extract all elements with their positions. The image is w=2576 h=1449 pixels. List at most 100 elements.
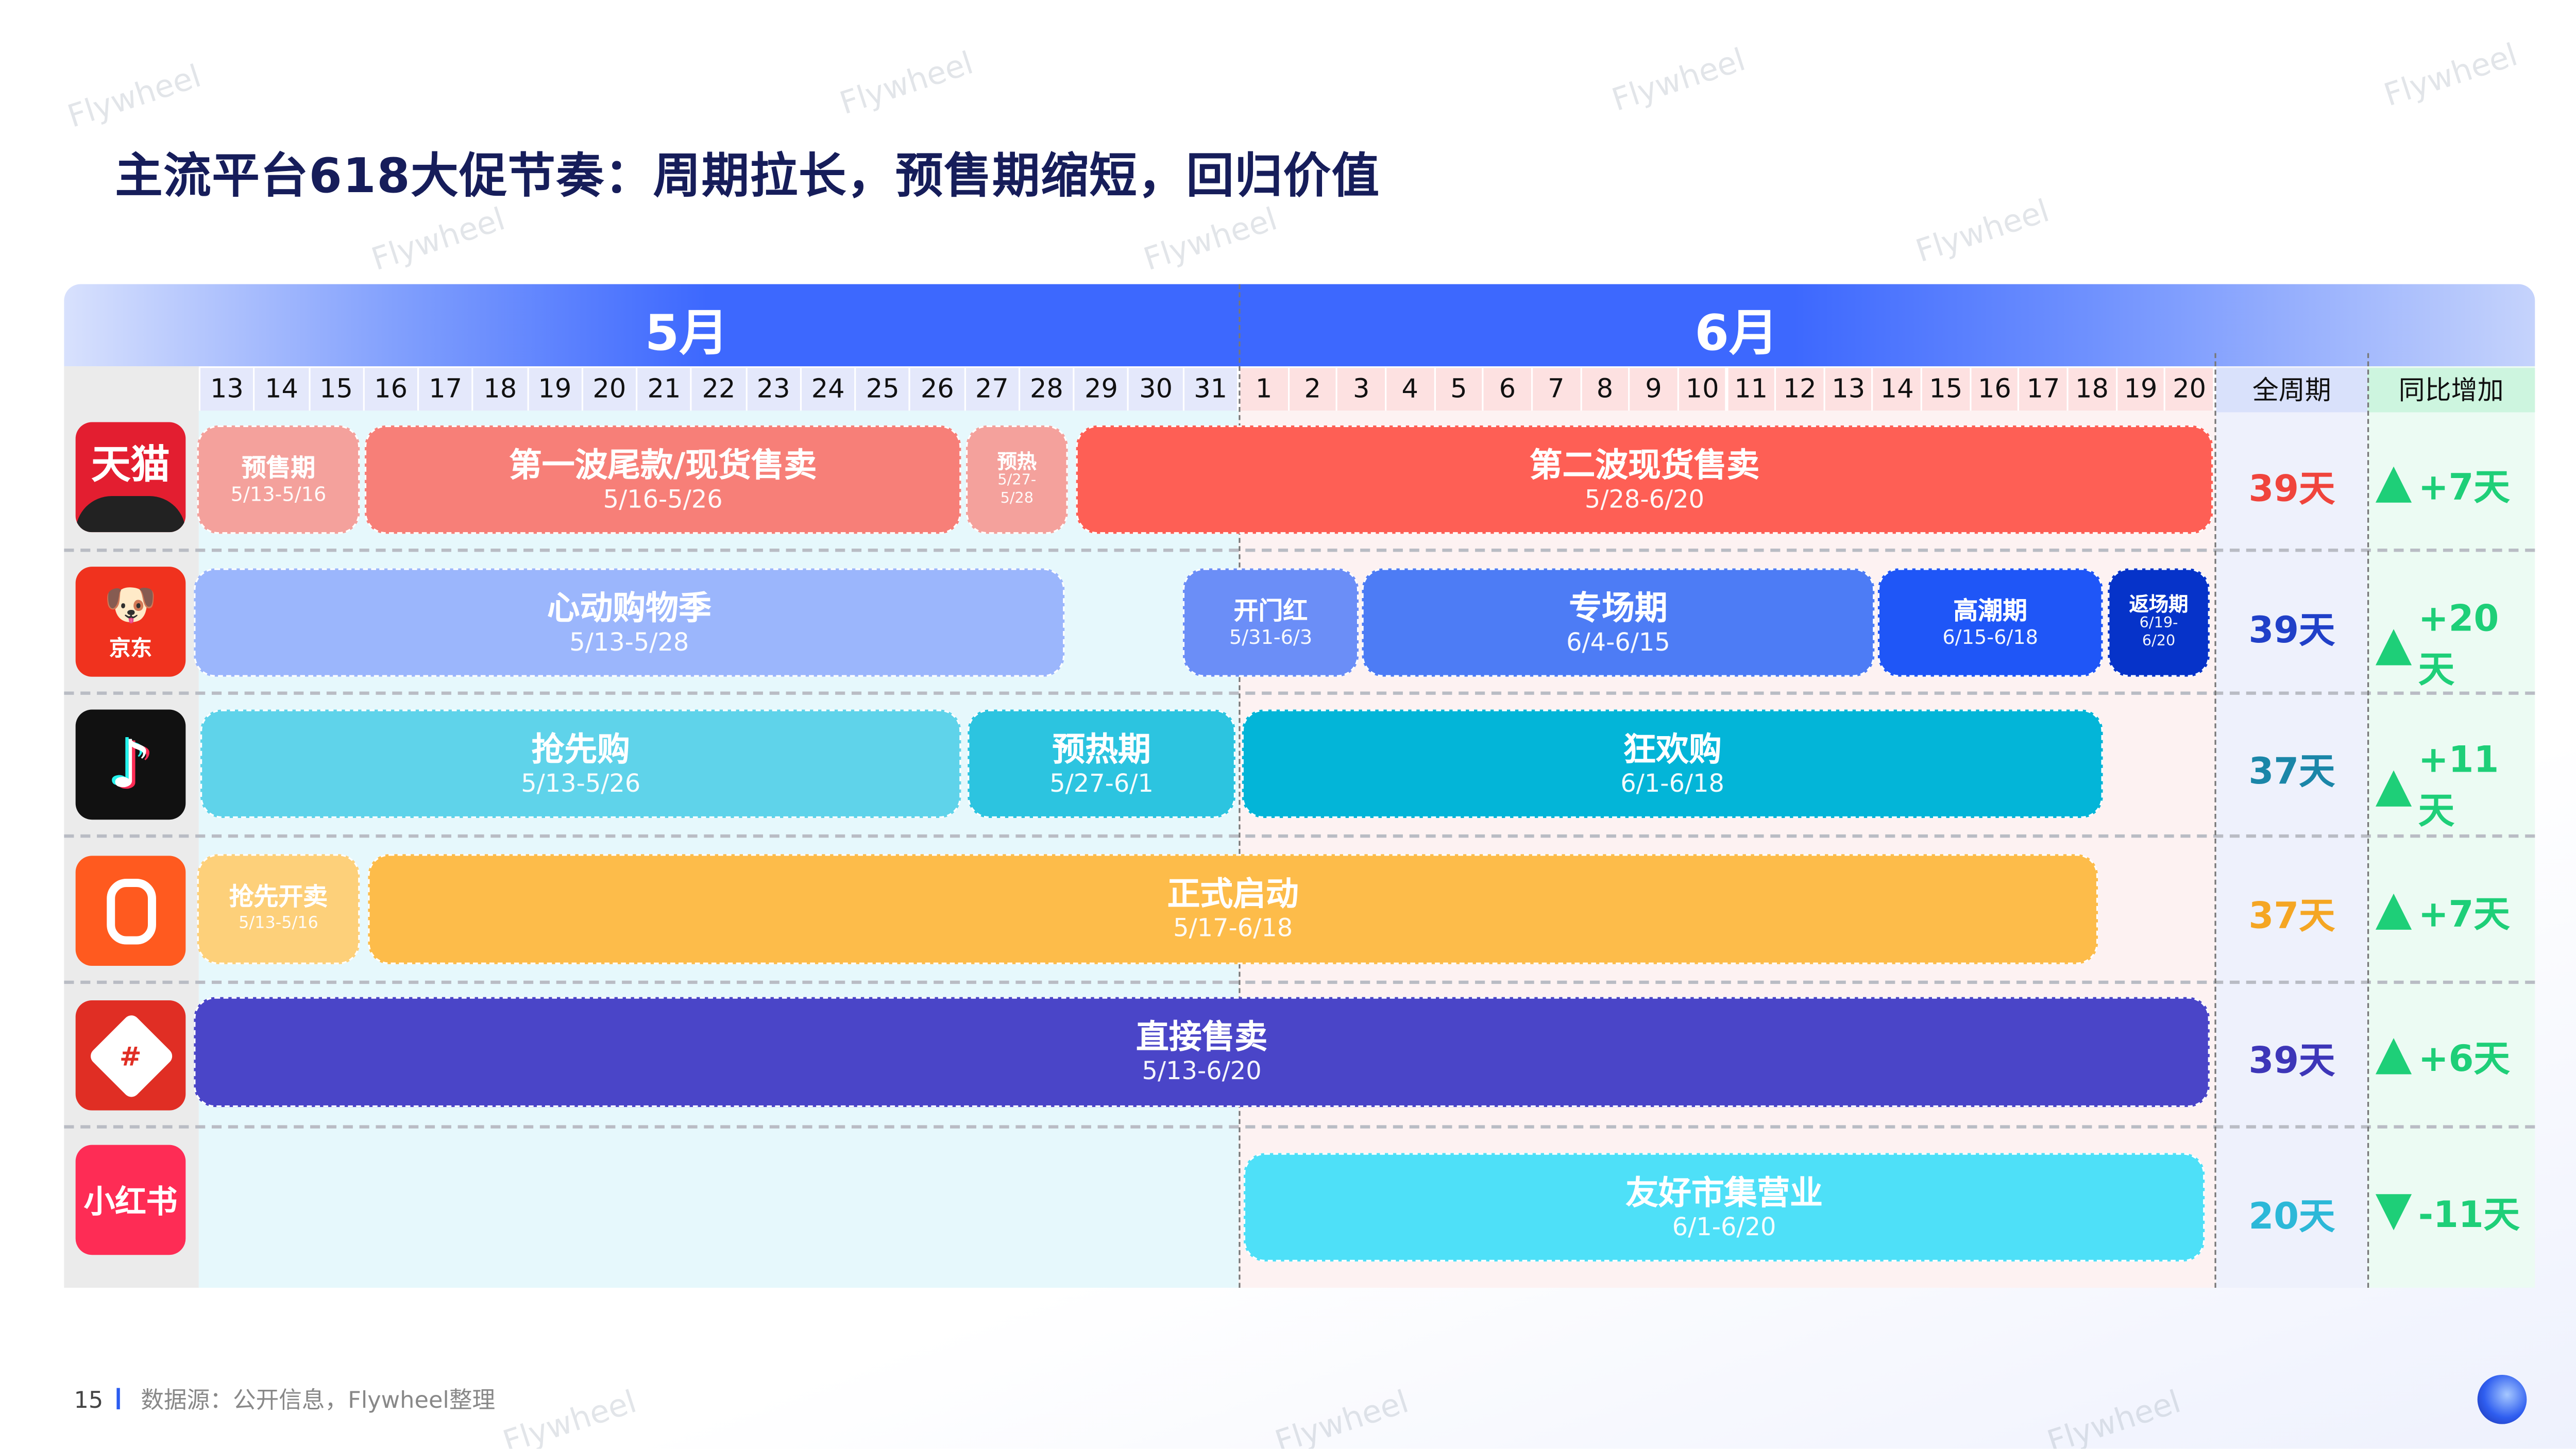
phase-bar: 第一波尾款/现货售卖 5/16-5/26 <box>364 425 961 534</box>
yoy-change: +20天 <box>2375 599 2533 693</box>
footer-divider <box>117 1388 121 1409</box>
phase-bar: 预热 5/27-5/28 <box>966 425 1068 534</box>
footer: 15 数据源：公开信息，Flywheel整理 <box>74 1383 495 1416</box>
day-cell-may: 22 <box>692 368 747 411</box>
jd-logo-text: 京东 <box>109 637 152 662</box>
yoy-change: -11天 <box>2375 1186 2533 1238</box>
yoy-value: +7天 <box>2418 895 2510 936</box>
phase-bar: 预售期 5/13-5/16 <box>197 425 360 534</box>
yoy-column-header: 同比增加 <box>2367 368 2535 413</box>
day-cell-june: 20 <box>2165 368 2215 411</box>
day-cell-may: 20 <box>583 368 638 411</box>
phase-name: 友好市集营业 <box>1625 1172 1823 1212</box>
day-cell-june: 15 <box>1922 368 1971 411</box>
day-cell-june: 2 <box>1289 368 1338 411</box>
phase-name: 高潮期 <box>1953 595 2027 625</box>
day-cell-may: 27 <box>965 368 1020 411</box>
phase-bar: 第二波现货售卖 5/28-6/20 <box>1076 425 2213 534</box>
tmall-logo: 天猫 <box>75 422 186 533</box>
phase-dates: 5/27-5/28 <box>997 473 1037 508</box>
phase-bar: 心动购物季 5/13-5/28 <box>194 568 1065 677</box>
phase-name: 狂欢购 <box>1623 728 1722 768</box>
day-cell-june: 3 <box>1337 368 1387 411</box>
total-days: 39天 <box>2248 611 2335 652</box>
phase-bar: 抢先购 5/13-5/26 <box>200 709 961 819</box>
row-divider <box>64 980 2535 984</box>
yoy-value: +7天 <box>2418 468 2510 509</box>
month-divider <box>1239 284 1241 1288</box>
phase-bar: 正式启动 5/17-6/18 <box>368 854 2098 964</box>
day-cell-may: 24 <box>801 368 856 411</box>
phase-name: 开门红 <box>1233 595 1308 625</box>
phase-dates: 6/1-6/20 <box>1672 1211 1776 1241</box>
phase-dates: 6/4-6/15 <box>1566 626 1670 656</box>
phase-bar: 高潮期 6/15-6/18 <box>1877 568 2103 677</box>
month-header-band <box>64 284 2535 367</box>
phase-dates: 6/1-6/18 <box>1620 768 1725 798</box>
yoy-value: +20天 <box>2418 599 2499 692</box>
phase-dates: 5/13-5/16 <box>239 915 318 933</box>
phase-bar: 抢先开卖 5/13-5/16 <box>197 854 360 964</box>
phase-name: 心动购物季 <box>547 587 711 627</box>
yoy-change: +6天 <box>2375 1030 2533 1082</box>
watermark: Flywheel <box>63 58 206 135</box>
total-days: 39天 <box>2248 469 2335 511</box>
month-label-june: 6月 <box>1694 305 1778 363</box>
music-note-icon: ♪ <box>109 727 152 803</box>
phase-name: 抢先购 <box>531 728 630 768</box>
cat-face-icon <box>75 496 186 533</box>
phase-name: 返场期 <box>2129 593 2189 616</box>
column-divider <box>2214 353 2216 1288</box>
watermark: Flywheel <box>2043 1384 2185 1449</box>
total-days: 39天 <box>2248 1041 2335 1083</box>
phase-name: 预热期 <box>1052 728 1151 768</box>
jd-dog-icon: 🐶 <box>104 581 158 631</box>
phase-bar: 专场期 6/4-6/15 <box>1362 568 1875 677</box>
june-area <box>1239 411 2216 1288</box>
phase-dates: 5/31-6/3 <box>1229 625 1313 648</box>
tmall-logo-text: 天猫 <box>91 441 171 488</box>
yoy-value: +6天 <box>2418 1039 2510 1081</box>
may-area <box>198 411 1239 1288</box>
watermark: Flywheel <box>1139 201 1282 279</box>
row-divider <box>64 691 2535 695</box>
day-cell-may: 13 <box>200 368 256 411</box>
yoy-change: +11天 <box>2375 741 2533 834</box>
down-arrow-icon <box>2375 1194 2412 1231</box>
day-cell-may: 17 <box>419 368 474 411</box>
phase-dates: 5/27-6/1 <box>1049 768 1154 798</box>
page-number: 15 <box>74 1388 104 1414</box>
day-cell-may: 14 <box>255 368 310 411</box>
flywheel-logo-icon <box>2477 1375 2527 1424</box>
day-cell-june: 11 <box>1727 368 1776 411</box>
data-source: 数据源：公开信息，Flywheel整理 <box>141 1388 496 1414</box>
phase-bar: 开门红 5/31-6/3 <box>1182 568 1359 677</box>
phase-bar: 友好市集营业 6/1-6/20 <box>1243 1153 2205 1262</box>
watermark: Flywheel <box>1270 1384 1413 1449</box>
month-label-may: 5月 <box>645 305 729 363</box>
day-cell-may: 15 <box>310 368 365 411</box>
jd-logo: 🐶 京东 <box>75 567 186 677</box>
up-arrow-icon <box>2375 769 2412 806</box>
day-cell-may: 19 <box>528 368 583 411</box>
phase-name: 正式启动 <box>1167 874 1299 913</box>
up-arrow-icon <box>2375 893 2412 930</box>
yoy-value: -11天 <box>2418 1196 2520 1237</box>
phase-dates: 5/13-5/16 <box>230 482 327 505</box>
phase-name: 专场期 <box>1569 587 1668 627</box>
day-cell-may: 31 <box>1184 368 1239 411</box>
up-arrow-icon <box>2375 466 2412 503</box>
day-cell-may: 23 <box>747 368 802 411</box>
phase-bar: 返场期 6/19-6/20 <box>2108 568 2210 677</box>
day-cell-june: 18 <box>2068 368 2117 411</box>
day-cell-june: 8 <box>1581 368 1630 411</box>
watermark: Flywheel <box>499 1384 641 1449</box>
day-cell-june: 19 <box>2117 368 2166 411</box>
phase-dates: 5/17-6/18 <box>1173 913 1293 943</box>
day-cell-may: 18 <box>473 368 529 411</box>
day-cell-june: 17 <box>2020 368 2069 411</box>
watermark: Flywheel <box>835 45 978 123</box>
yoy-value: +11天 <box>2418 741 2499 833</box>
phase-dates: 5/28-6/20 <box>1584 484 1705 514</box>
watermark: Flywheel <box>1911 193 2054 270</box>
